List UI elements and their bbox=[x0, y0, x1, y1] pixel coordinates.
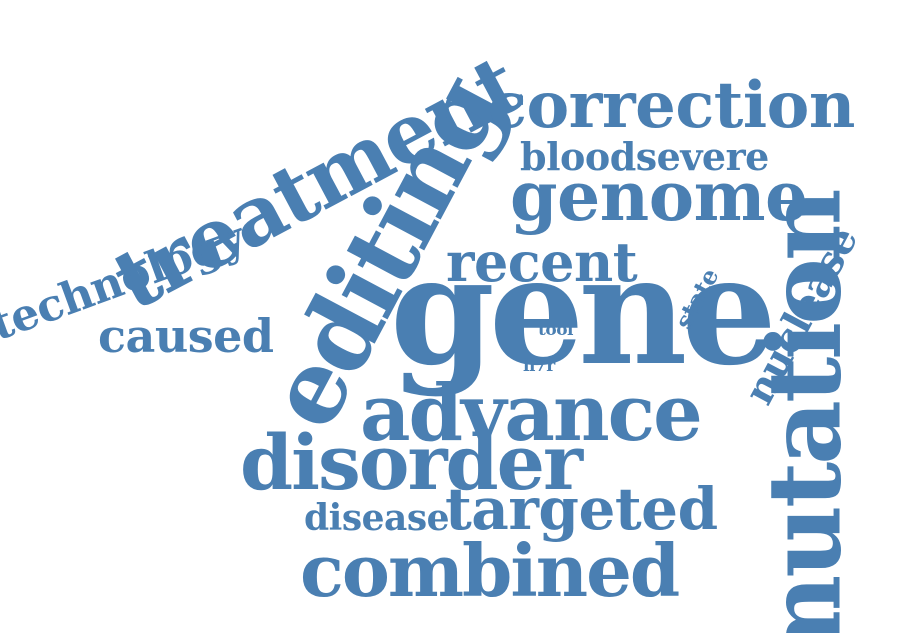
word-disorder: disorder bbox=[240, 418, 583, 507]
word-recent: recent bbox=[446, 230, 638, 294]
word-tool: tool bbox=[538, 320, 574, 340]
word-genome: genome bbox=[510, 157, 808, 237]
word-mutation: mutation bbox=[745, 191, 864, 633]
word-bloodsevere: bloodsevere bbox=[520, 134, 769, 179]
word-targeted: targeted bbox=[445, 475, 718, 543]
word-gene: gene bbox=[390, 223, 777, 399]
word-correction: correction bbox=[488, 68, 855, 143]
word-disease: disease bbox=[304, 497, 450, 539]
word-advance: advance bbox=[360, 368, 703, 459]
word-caused: caused bbox=[98, 309, 274, 363]
word-il7r: il7r bbox=[523, 356, 555, 376]
word-combined: combined bbox=[300, 528, 680, 613]
